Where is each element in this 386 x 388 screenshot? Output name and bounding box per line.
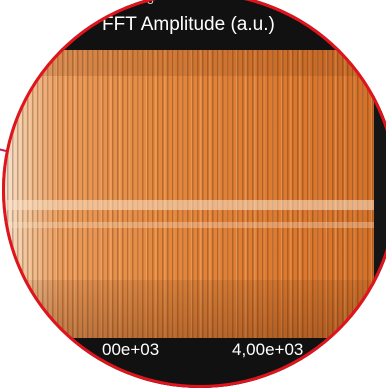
spectrogram-image	[2, 50, 386, 338]
spectrogram-band	[2, 50, 386, 76]
header-fragment-text: 3	[147, 0, 154, 7]
plot-header: 3 FFT Amplitude (a.u.)	[2, 0, 386, 50]
plot-frame-edge	[374, 50, 386, 338]
spectrogram-band	[2, 280, 386, 338]
x-tick-label: 00e+03	[102, 340, 160, 359]
spectrogram-band	[2, 200, 386, 210]
x-axis: 00e+03 4,00e+03	[2, 338, 386, 388]
spectrogram-band	[2, 222, 386, 228]
x-tick-label: 4,00e+03	[232, 340, 304, 359]
colorbar-title: FFT Amplitude (a.u.)	[102, 14, 275, 35]
spectrogram-texture	[2, 50, 386, 338]
